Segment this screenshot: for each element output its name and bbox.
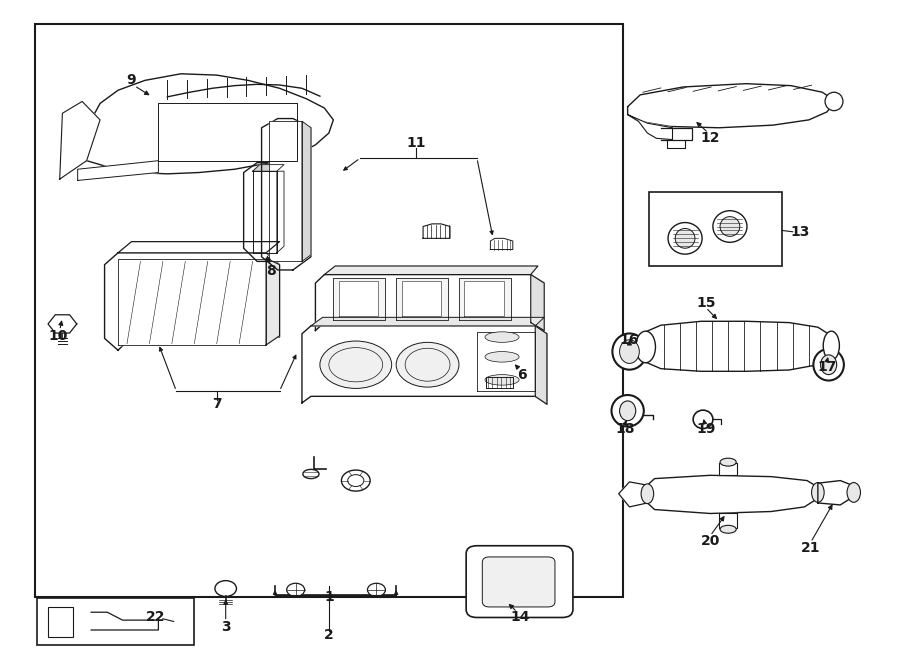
- Polygon shape: [338, 281, 378, 316]
- Polygon shape: [536, 326, 547, 405]
- Text: 20: 20: [700, 534, 720, 548]
- Polygon shape: [302, 326, 547, 405]
- Ellipse shape: [485, 332, 519, 342]
- Ellipse shape: [611, 395, 644, 426]
- Circle shape: [341, 470, 370, 491]
- FancyBboxPatch shape: [466, 546, 573, 617]
- Polygon shape: [618, 482, 647, 507]
- Text: 21: 21: [801, 541, 821, 555]
- Polygon shape: [818, 481, 854, 505]
- Polygon shape: [244, 163, 284, 261]
- Polygon shape: [627, 84, 836, 128]
- Text: 1: 1: [324, 590, 334, 604]
- Polygon shape: [315, 274, 544, 330]
- Polygon shape: [104, 253, 280, 350]
- Polygon shape: [48, 315, 76, 333]
- Bar: [48, 607, 73, 637]
- Ellipse shape: [485, 375, 519, 385]
- Ellipse shape: [641, 484, 653, 504]
- Text: 16: 16: [620, 332, 639, 347]
- Text: 12: 12: [700, 132, 720, 145]
- Polygon shape: [719, 463, 737, 475]
- Ellipse shape: [320, 341, 392, 389]
- Polygon shape: [91, 612, 158, 630]
- Polygon shape: [253, 171, 277, 253]
- Ellipse shape: [825, 93, 843, 110]
- Polygon shape: [396, 278, 448, 320]
- Ellipse shape: [720, 217, 740, 237]
- Text: 11: 11: [406, 136, 426, 150]
- Circle shape: [367, 583, 385, 596]
- Ellipse shape: [720, 458, 736, 466]
- Text: 17: 17: [817, 360, 836, 373]
- Polygon shape: [59, 74, 333, 179]
- Ellipse shape: [821, 355, 837, 375]
- Polygon shape: [118, 242, 280, 253]
- Ellipse shape: [713, 211, 747, 243]
- Polygon shape: [77, 161, 158, 180]
- Bar: [649, 192, 782, 266]
- Ellipse shape: [720, 525, 736, 533]
- Text: 10: 10: [49, 329, 68, 343]
- Polygon shape: [645, 321, 832, 371]
- Polygon shape: [491, 239, 513, 250]
- Text: 2: 2: [324, 627, 334, 642]
- Polygon shape: [324, 266, 538, 274]
- Text: 9: 9: [127, 73, 136, 87]
- Polygon shape: [627, 114, 672, 139]
- Polygon shape: [423, 224, 450, 239]
- Text: 6: 6: [517, 368, 526, 382]
- Polygon shape: [269, 121, 302, 261]
- Polygon shape: [401, 281, 441, 316]
- Text: 8: 8: [266, 264, 275, 278]
- Polygon shape: [477, 332, 536, 391]
- Ellipse shape: [635, 331, 655, 363]
- Polygon shape: [59, 101, 100, 179]
- Ellipse shape: [824, 331, 840, 360]
- Ellipse shape: [396, 342, 459, 387]
- Polygon shape: [333, 278, 385, 320]
- Text: 19: 19: [696, 422, 716, 436]
- Polygon shape: [647, 475, 818, 514]
- Polygon shape: [486, 377, 513, 389]
- Circle shape: [215, 580, 237, 596]
- Ellipse shape: [668, 223, 702, 254]
- Polygon shape: [464, 281, 504, 316]
- Ellipse shape: [612, 333, 646, 369]
- Text: 15: 15: [696, 296, 716, 310]
- Circle shape: [287, 583, 304, 596]
- Bar: [37, 598, 194, 645]
- Text: 14: 14: [510, 610, 530, 624]
- Text: 22: 22: [146, 610, 166, 624]
- Ellipse shape: [619, 401, 635, 420]
- Polygon shape: [266, 258, 280, 345]
- Polygon shape: [262, 118, 310, 270]
- Text: 18: 18: [616, 422, 634, 436]
- Ellipse shape: [693, 410, 713, 428]
- Polygon shape: [277, 171, 284, 253]
- Bar: [35, 24, 623, 597]
- Ellipse shape: [847, 483, 860, 502]
- Ellipse shape: [619, 340, 639, 364]
- FancyBboxPatch shape: [482, 557, 555, 607]
- Text: 3: 3: [220, 620, 230, 634]
- Polygon shape: [158, 103, 298, 161]
- Ellipse shape: [814, 349, 844, 381]
- Polygon shape: [719, 514, 737, 528]
- Text: 7: 7: [212, 397, 221, 411]
- Polygon shape: [459, 278, 511, 320]
- Ellipse shape: [675, 229, 695, 249]
- Polygon shape: [310, 317, 544, 326]
- Polygon shape: [253, 165, 284, 171]
- Text: 13: 13: [790, 225, 810, 239]
- Polygon shape: [118, 259, 266, 345]
- Ellipse shape: [485, 352, 519, 362]
- Ellipse shape: [812, 483, 824, 502]
- Polygon shape: [531, 274, 544, 330]
- Ellipse shape: [303, 469, 319, 479]
- Polygon shape: [302, 121, 310, 261]
